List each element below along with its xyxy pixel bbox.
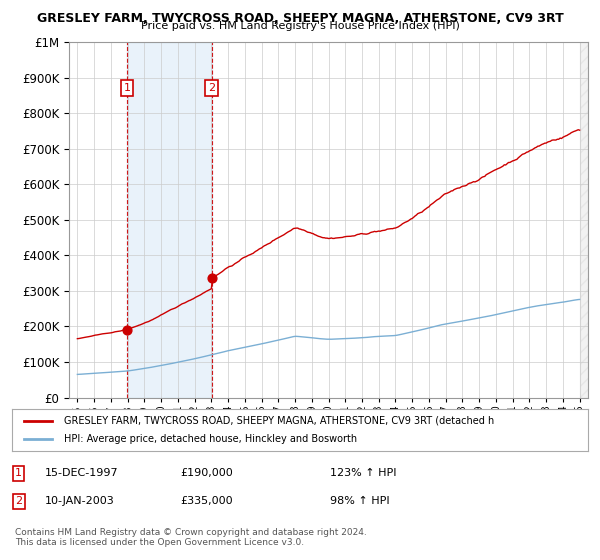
Text: £190,000: £190,000 <box>180 468 233 478</box>
Text: 1: 1 <box>15 468 22 478</box>
Text: GRESLEY FARM, TWYCROSS ROAD, SHEEPY MAGNA, ATHERSTONE, CV9 3RT: GRESLEY FARM, TWYCROSS ROAD, SHEEPY MAGN… <box>37 12 563 25</box>
Point <box>207 274 217 283</box>
Text: 98% ↑ HPI: 98% ↑ HPI <box>330 496 389 506</box>
Text: £335,000: £335,000 <box>180 496 233 506</box>
Text: Price paid vs. HM Land Registry's House Price Index (HPI): Price paid vs. HM Land Registry's House … <box>140 21 460 31</box>
Text: 2: 2 <box>15 496 22 506</box>
Bar <box>127 42 212 398</box>
Text: Contains HM Land Registry data © Crown copyright and database right 2024.
This d: Contains HM Land Registry data © Crown c… <box>15 528 367 547</box>
Text: HPI: Average price, detached house, Hinckley and Bosworth: HPI: Average price, detached house, Hinc… <box>64 434 357 444</box>
Text: 2: 2 <box>208 83 215 93</box>
Text: 10-JAN-2003: 10-JAN-2003 <box>45 496 115 506</box>
Point <box>122 325 132 334</box>
Bar <box>580 42 588 398</box>
Text: 123% ↑ HPI: 123% ↑ HPI <box>330 468 397 478</box>
Text: 15-DEC-1997: 15-DEC-1997 <box>45 468 119 478</box>
Text: GRESLEY FARM, TWYCROSS ROAD, SHEEPY MAGNA, ATHERSTONE, CV9 3RT (detached h: GRESLEY FARM, TWYCROSS ROAD, SHEEPY MAGN… <box>64 416 494 426</box>
Text: 1: 1 <box>124 83 130 93</box>
